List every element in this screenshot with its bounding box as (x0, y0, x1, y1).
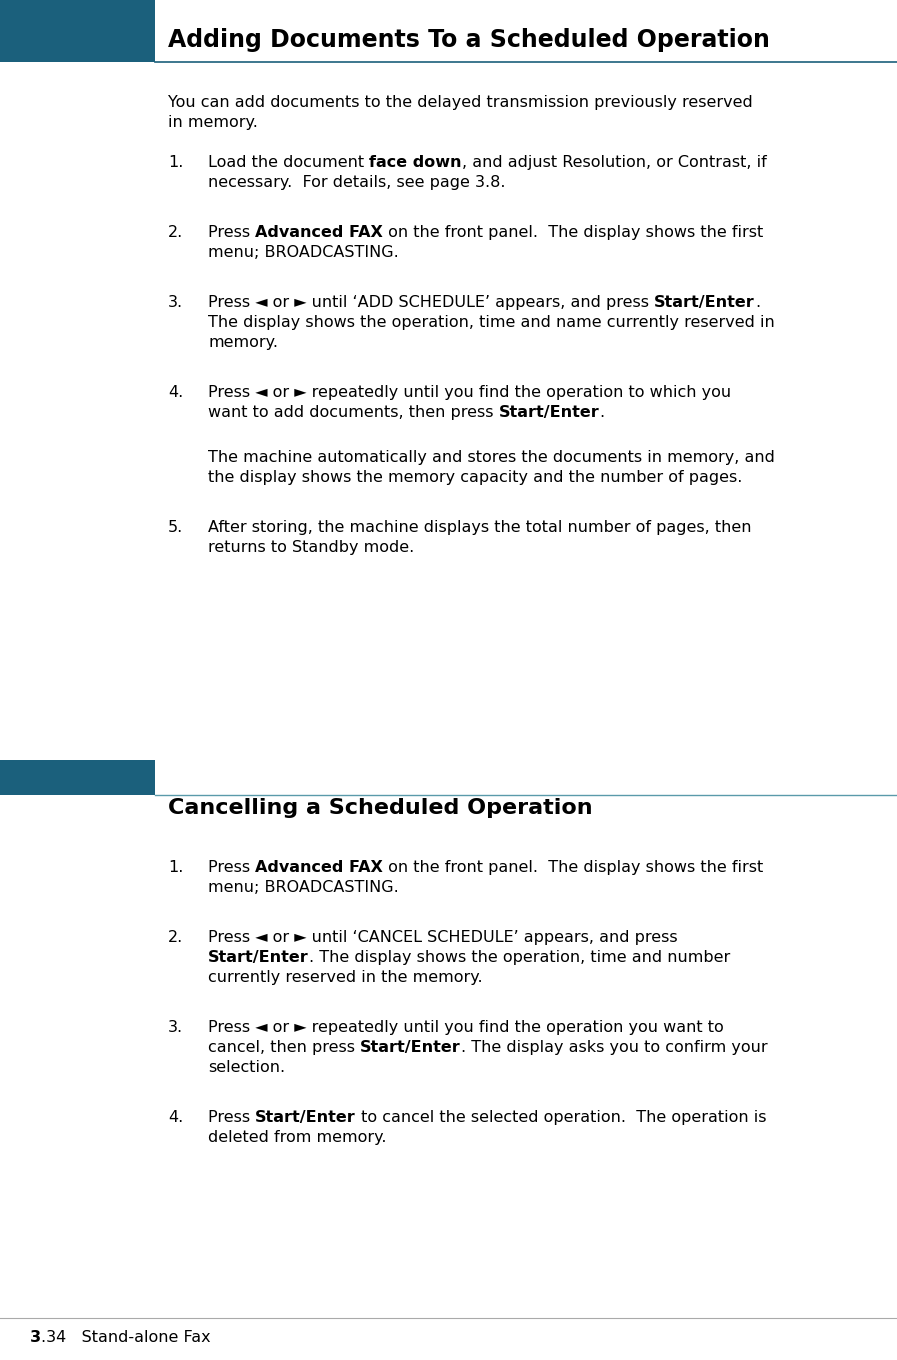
Text: menu; BROADCASTING.: menu; BROADCASTING. (208, 245, 399, 260)
Text: cancel, then press: cancel, then press (208, 1040, 360, 1055)
Text: Start/Enter: Start/Enter (654, 295, 755, 310)
Text: 4.: 4. (168, 385, 183, 400)
Text: . The display shows the operation, time and number: . The display shows the operation, time … (309, 951, 730, 966)
Text: , and adjust Resolution, or Contrast, if: , and adjust Resolution, or Contrast, if (462, 155, 767, 170)
Text: on the front panel.  The display shows the first: on the front panel. The display shows th… (383, 860, 763, 874)
Text: want to add documents, then press: want to add documents, then press (208, 405, 499, 420)
Text: menu; BROADCASTING.: menu; BROADCASTING. (208, 880, 399, 895)
Text: Cancelling a Scheduled Operation: Cancelling a Scheduled Operation (168, 798, 593, 817)
Bar (0, 0, 155, 63)
Text: Press: Press (208, 224, 256, 239)
Text: .: . (755, 295, 760, 310)
Text: Start/Enter: Start/Enter (360, 1040, 461, 1055)
Text: deleted from memory.: deleted from memory. (208, 1130, 387, 1145)
Text: Advanced FAX: Advanced FAX (256, 860, 383, 874)
Text: necessary.  For details, see page 3.8.: necessary. For details, see page 3.8. (208, 175, 506, 190)
Text: 2.: 2. (168, 930, 183, 945)
Text: 1.: 1. (168, 155, 183, 170)
Text: Press ◄ or ► until ‘CANCEL SCHEDULE’ appears, and press: Press ◄ or ► until ‘CANCEL SCHEDULE’ app… (208, 930, 677, 945)
Text: memory.: memory. (208, 335, 278, 350)
Text: 3.: 3. (168, 295, 183, 310)
Text: The display shows the operation, time and name currently reserved in: The display shows the operation, time an… (208, 316, 775, 330)
Text: in memory.: in memory. (168, 116, 257, 131)
Text: Press: Press (208, 1110, 256, 1125)
Text: You can add documents to the delayed transmission previously reserved: You can add documents to the delayed tra… (168, 95, 753, 110)
Text: on the front panel.  The display shows the first: on the front panel. The display shows th… (383, 224, 763, 239)
Text: .: . (599, 405, 605, 420)
Bar (0, 760, 155, 796)
Text: Load the document: Load the document (208, 155, 370, 170)
Text: 1.: 1. (168, 860, 183, 874)
Text: 3.: 3. (168, 1020, 183, 1035)
Text: to cancel the selected operation.  The operation is: to cancel the selected operation. The op… (356, 1110, 767, 1125)
Text: Start/Enter: Start/Enter (499, 405, 599, 420)
Text: Start/Enter: Start/Enter (256, 1110, 356, 1125)
Text: the display shows the memory capacity and the number of pages.: the display shows the memory capacity an… (208, 471, 743, 486)
Text: 4.: 4. (168, 1110, 183, 1125)
Text: face down: face down (370, 155, 462, 170)
Text: Start/Enter: Start/Enter (208, 951, 309, 966)
Text: returns to Standby mode.: returns to Standby mode. (208, 540, 414, 555)
Text: currently reserved in the memory.: currently reserved in the memory. (208, 970, 483, 985)
Text: .34   Stand-alone Fax: .34 Stand-alone Fax (41, 1330, 211, 1345)
Text: Press ◄ or ► repeatedly until you find the operation to which you: Press ◄ or ► repeatedly until you find t… (208, 385, 731, 400)
Text: After storing, the machine displays the total number of pages, then: After storing, the machine displays the … (208, 520, 752, 534)
Text: 2.: 2. (168, 224, 183, 239)
Text: Press ◄ or ► repeatedly until you find the operation you want to: Press ◄ or ► repeatedly until you find t… (208, 1020, 724, 1035)
Text: 3: 3 (30, 1330, 41, 1345)
Text: Press: Press (208, 860, 256, 874)
Text: Press ◄ or ► until ‘ADD SCHEDULE’ appears, and press: Press ◄ or ► until ‘ADD SCHEDULE’ appear… (208, 295, 654, 310)
Text: Adding Documents To a Scheduled Operation: Adding Documents To a Scheduled Operatio… (168, 29, 770, 52)
Text: 5.: 5. (168, 520, 183, 534)
Text: selection.: selection. (208, 1059, 285, 1074)
Text: The machine automatically and stores the documents in memory, and: The machine automatically and stores the… (208, 450, 775, 465)
Text: . The display asks you to confirm your: . The display asks you to confirm your (461, 1040, 768, 1055)
Text: Advanced FAX: Advanced FAX (256, 224, 383, 239)
